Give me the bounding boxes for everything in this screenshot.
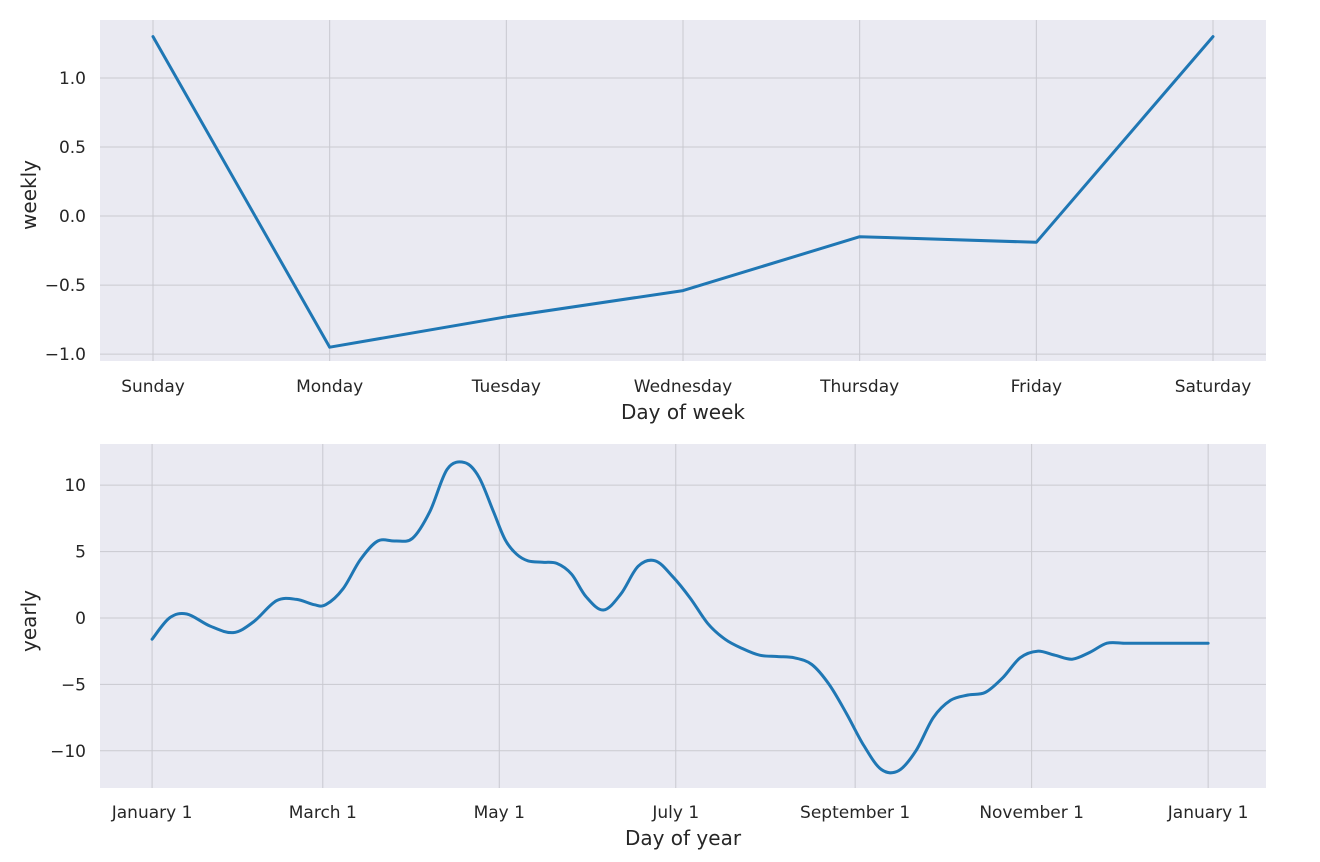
yearly-x-tick-label: January 1 (111, 803, 193, 823)
yearly-plot-area (100, 444, 1266, 788)
weekly-x-tick-label: Friday (1011, 377, 1063, 397)
yearly-y-tick-label: −10 (50, 742, 86, 762)
weekly-x-axis-label: Day of week (621, 400, 745, 424)
yearly-x-tick-label: November 1 (979, 803, 1084, 823)
weekly-series-line (151, 35, 1215, 349)
yearly-y-tick-label: 5 (75, 543, 86, 563)
yearly-y-tick-label: 0 (75, 609, 86, 629)
yearly-y-axis-label: yearly (17, 590, 41, 652)
weekly-y-tick-label: 1.0 (59, 69, 86, 89)
yearly-x-tick-label: March 1 (289, 803, 357, 823)
weekly-x-tick-label: Wednesday (634, 377, 732, 397)
yearly-series-line (150, 460, 1210, 775)
yearly-x-tick-label: January 1 (1167, 803, 1249, 823)
weekly-y-axis-label: weekly (17, 160, 41, 230)
yearly-x-tick-label: July 1 (651, 803, 699, 823)
weekly-y-tick-label: −0.5 (45, 276, 86, 296)
yearly-x-tick-label: May 1 (474, 803, 525, 823)
weekly-panel: Sunday Monday Tuesday Wednesday Thursday Frid… (17, 20, 1266, 424)
weekly-y-tick-label: −1.0 (45, 345, 86, 365)
weekly-x-tick-label: Monday (296, 377, 363, 397)
yearly-tick-labels: January 1 March 1 May 1 July 1 September 1 No… (50, 476, 1248, 823)
yearly-y-tick-label: −5 (61, 675, 86, 695)
weekly-tick-labels: Sunday Monday Tuesday Wednesday Thursday Frid… (45, 69, 1252, 397)
yearly-x-tick-label: September 1 (800, 803, 910, 823)
yearly-y-tick-label: 10 (64, 476, 86, 496)
weekly-y-tick-label: 0.5 (59, 138, 86, 158)
weekly-x-tick-label: Saturday (1175, 377, 1252, 397)
yearly-x-axis-label: Day of year (625, 826, 742, 850)
weekly-x-tick-label: Sunday (121, 377, 185, 397)
weekly-x-tick-label: Thursday (819, 377, 899, 397)
yearly-panel: January 1 March 1 May 1 July 1 September 1 No… (17, 444, 1266, 850)
weekly-y-tick-label: 0.0 (59, 207, 86, 227)
weekly-x-tick-label: Tuesday (471, 377, 541, 397)
